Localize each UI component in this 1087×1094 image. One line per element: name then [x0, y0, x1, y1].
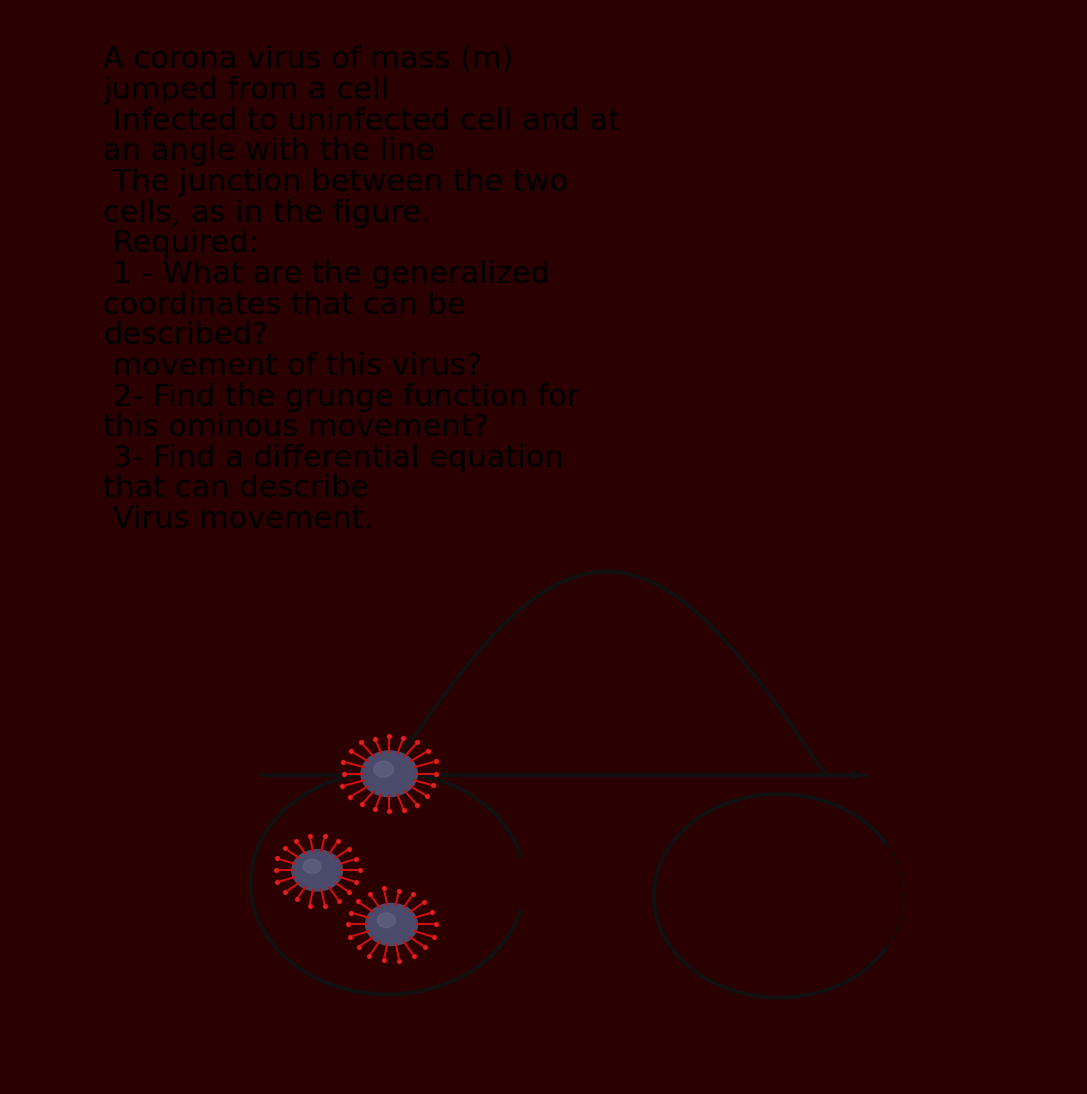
Text: this ominous movement?: this ominous movement?	[103, 414, 489, 442]
Text: A corona virus of mass (m): A corona virus of mass (m)	[103, 45, 514, 74]
Text: coordinates that can be: coordinates that can be	[103, 291, 466, 319]
Text: 3- Find a differential equation: 3- Find a differential equation	[103, 444, 564, 473]
Text: The junction between the two: The junction between the two	[103, 167, 569, 197]
Text: Virus movement.: Virus movement.	[103, 505, 374, 534]
Text: that can describe: that can describe	[103, 475, 370, 503]
Text: movement of this virus?: movement of this virus?	[103, 352, 483, 381]
Circle shape	[374, 761, 393, 777]
Text: Infected to uninfected cell and at: Infected to uninfected cell and at	[103, 106, 621, 136]
Circle shape	[291, 850, 342, 891]
Text: jumped from a cell: jumped from a cell	[103, 75, 390, 105]
Text: cells, as in the figure.: cells, as in the figure.	[103, 199, 432, 228]
Text: 1 - What are the generalized: 1 - What are the generalized	[103, 260, 551, 289]
Circle shape	[377, 912, 396, 928]
Circle shape	[361, 750, 417, 796]
Circle shape	[303, 859, 321, 873]
Circle shape	[365, 904, 417, 945]
Text: 2- Find the grunge function for: 2- Find the grunge function for	[103, 383, 580, 411]
Text: described?: described?	[103, 322, 268, 350]
Text: Required:: Required:	[103, 230, 259, 258]
Text: an angle with the line: an angle with the line	[103, 137, 436, 166]
